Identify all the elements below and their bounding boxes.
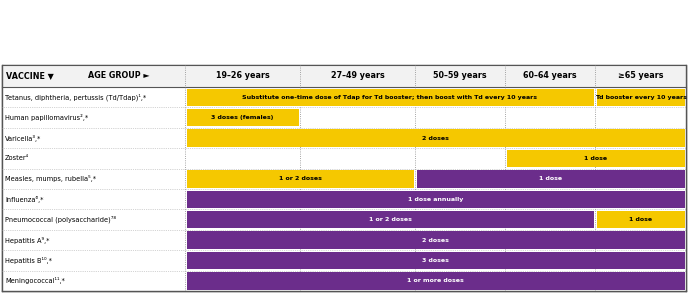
Bar	[2, 108, 686, 128]
Bar	[416, 170, 685, 188]
Text: Measles, mumps, rubella⁵,*: Measles, mumps, rubella⁵,*	[5, 175, 96, 182]
Text: Td booster every 10 years: Td booster every 10 years	[594, 95, 687, 100]
Text: 1 dose annually: 1 dose annually	[408, 197, 463, 202]
Text: 3 doses: 3 doses	[422, 258, 449, 263]
Bar	[186, 109, 299, 126]
Text: Pneumococcal (polysaccharide)⁷⁸: Pneumococcal (polysaccharide)⁷⁸	[5, 216, 116, 223]
Bar	[2, 250, 686, 271]
Text: VACCINE ▼: VACCINE ▼	[6, 71, 54, 81]
Text: 27–49 years: 27–49 years	[331, 71, 385, 81]
Bar	[186, 190, 685, 208]
Bar	[186, 272, 685, 289]
Text: AGE GROUP ►: AGE GROUP ►	[88, 71, 149, 81]
Bar	[596, 211, 685, 228]
Bar	[2, 148, 686, 168]
Bar	[2, 168, 686, 189]
Text: 1 dose: 1 dose	[584, 156, 607, 161]
Text: 2 doses: 2 doses	[422, 135, 449, 141]
Text: 1 or 2 doses: 1 or 2 doses	[279, 176, 321, 181]
Text: Hepatitis B¹⁰,*: Hepatitis B¹⁰,*	[5, 257, 52, 264]
Bar	[186, 231, 685, 249]
Text: Human papillomavirus²,*: Human papillomavirus²,*	[5, 114, 88, 121]
Bar	[506, 150, 685, 167]
Text: Zoster⁴: Zoster⁴	[5, 155, 29, 161]
Text: ≥65 years: ≥65 years	[618, 71, 663, 81]
Bar	[2, 209, 686, 230]
Bar	[2, 230, 686, 250]
Text: 50–59 years: 50–59 years	[433, 71, 487, 81]
Text: 60–64 years: 60–64 years	[523, 71, 577, 81]
Bar	[186, 170, 413, 188]
Text: 3 doses (females): 3 doses (females)	[211, 115, 274, 120]
Text: Influenza⁶,*: Influenza⁶,*	[5, 196, 43, 203]
Text: Substitute one-time dose of Tdap for Td booster; then boost with Td every 10 yea: Substitute one-time dose of Tdap for Td …	[242, 95, 537, 100]
Text: Meningococcal¹¹,*: Meningococcal¹¹,*	[5, 277, 65, 284]
Bar	[2, 87, 686, 108]
Text: 19–26 years: 19–26 years	[215, 71, 270, 81]
Bar	[2, 65, 686, 291]
Bar	[2, 271, 686, 291]
Bar	[2, 65, 686, 87]
Text: 1 or 2 doses: 1 or 2 doses	[369, 217, 411, 222]
Text: 1 dose: 1 dose	[629, 217, 652, 222]
Bar	[186, 129, 685, 147]
Bar	[186, 211, 594, 228]
Bar	[2, 128, 686, 148]
Text: 2 doses: 2 doses	[422, 238, 449, 243]
Bar	[2, 189, 686, 209]
Text: 1 or more doses: 1 or more doses	[407, 278, 464, 283]
Text: 1 dose: 1 dose	[539, 176, 562, 181]
Text: Hepatitis A⁹,*: Hepatitis A⁹,*	[5, 236, 50, 243]
Text: Tetanus, diphtheria, pertussis (Td/Tdap)¹,*: Tetanus, diphtheria, pertussis (Td/Tdap)…	[5, 93, 147, 101]
Bar	[186, 252, 685, 269]
Bar	[186, 88, 594, 106]
Bar	[596, 88, 685, 106]
Text: Varicella³,*: Varicella³,*	[5, 134, 41, 142]
